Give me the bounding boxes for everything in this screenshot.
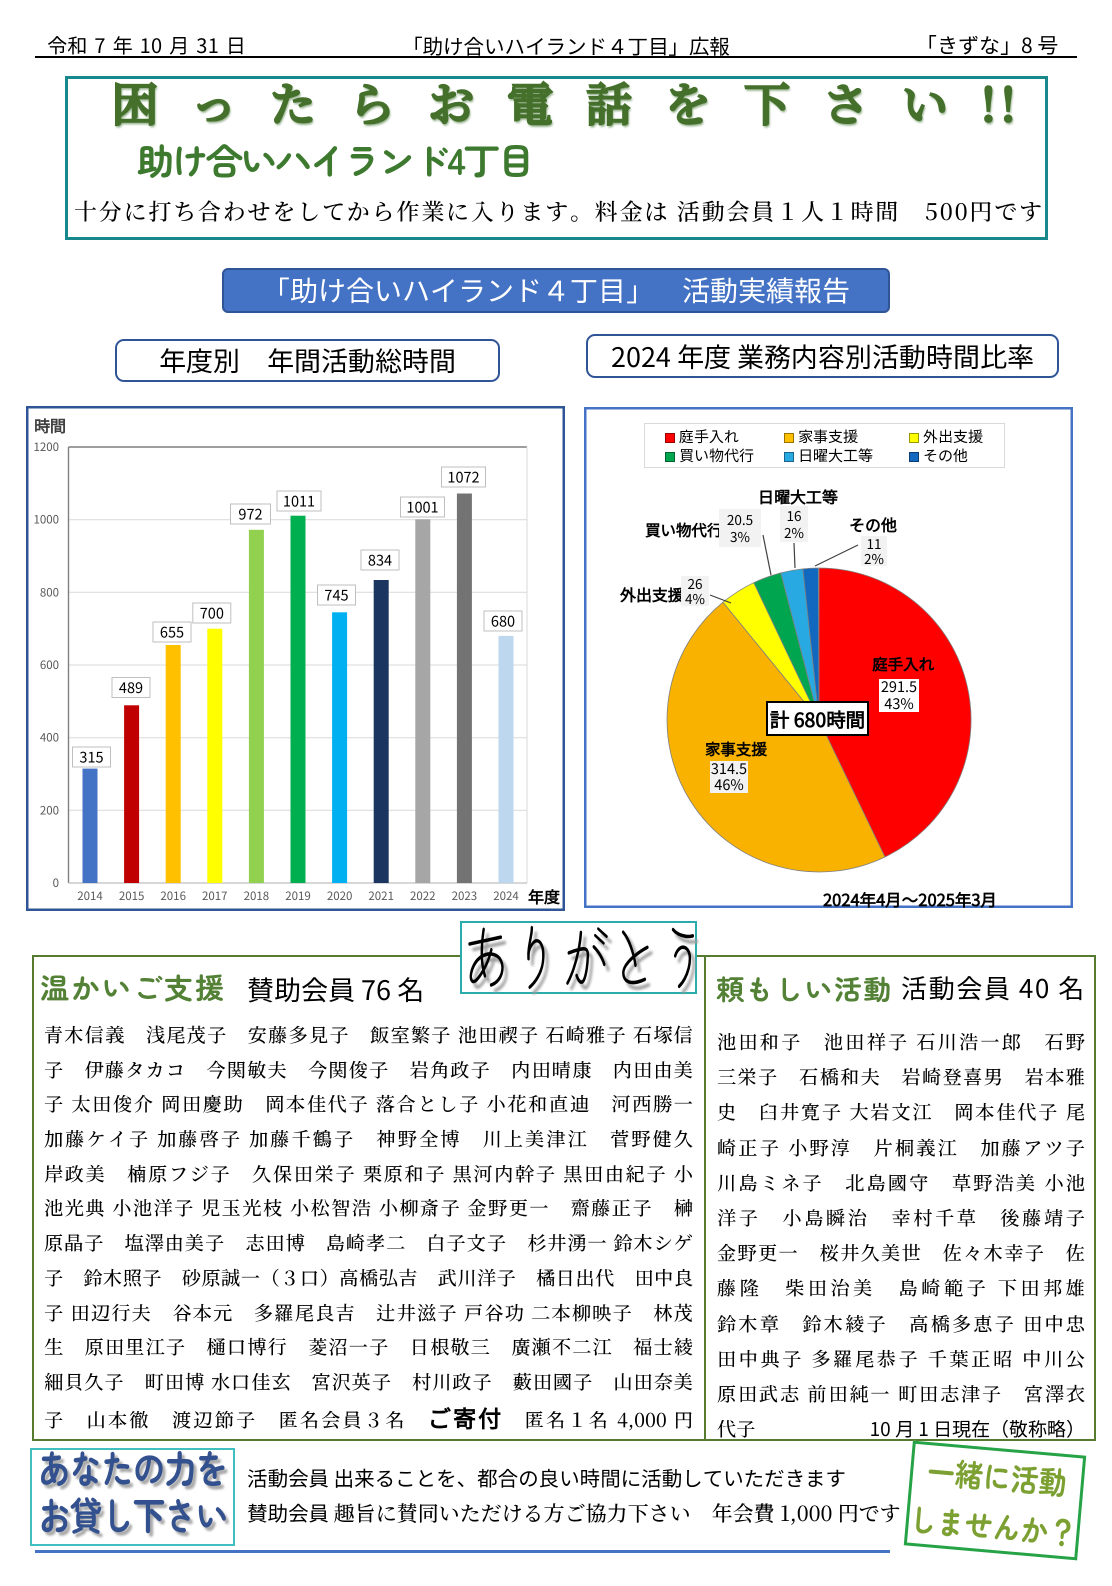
svg-text:489: 489 [119, 677, 143, 698]
svg-text:2015: 2015 [119, 888, 145, 904]
svg-text:655: 655 [160, 622, 184, 643]
svg-text:200: 200 [40, 802, 59, 818]
svg-text:2019: 2019 [285, 888, 311, 904]
svg-text:2016: 2016 [160, 888, 186, 904]
svg-text:時間: 時間 [34, 413, 66, 437]
svg-text:972: 972 [238, 504, 262, 525]
svg-text:834: 834 [368, 550, 392, 571]
svg-text:2014: 2014 [77, 888, 103, 904]
svg-text:2023: 2023 [452, 888, 478, 904]
svg-text:2018: 2018 [244, 888, 270, 904]
svg-text:0: 0 [53, 875, 59, 891]
svg-text:315: 315 [79, 747, 103, 768]
svg-text:1200: 1200 [33, 439, 59, 455]
svg-text:1011: 1011 [283, 491, 315, 512]
svg-text:680: 680 [491, 611, 515, 632]
svg-text:2021: 2021 [368, 888, 394, 904]
svg-text:800: 800 [40, 584, 59, 600]
svg-text:1001: 1001 [406, 497, 438, 518]
svg-text:600: 600 [40, 657, 59, 673]
svg-text:700: 700 [200, 603, 224, 624]
svg-text:年度: 年度 [527, 884, 561, 908]
svg-text:1000: 1000 [33, 512, 59, 528]
svg-text:2022: 2022 [410, 888, 436, 904]
svg-text:2024: 2024 [493, 888, 519, 904]
svg-text:2020: 2020 [327, 888, 353, 904]
svg-text:2017: 2017 [202, 888, 228, 904]
svg-text:1072: 1072 [447, 467, 479, 488]
svg-text:745: 745 [324, 585, 348, 606]
svg-text:400: 400 [40, 730, 59, 746]
